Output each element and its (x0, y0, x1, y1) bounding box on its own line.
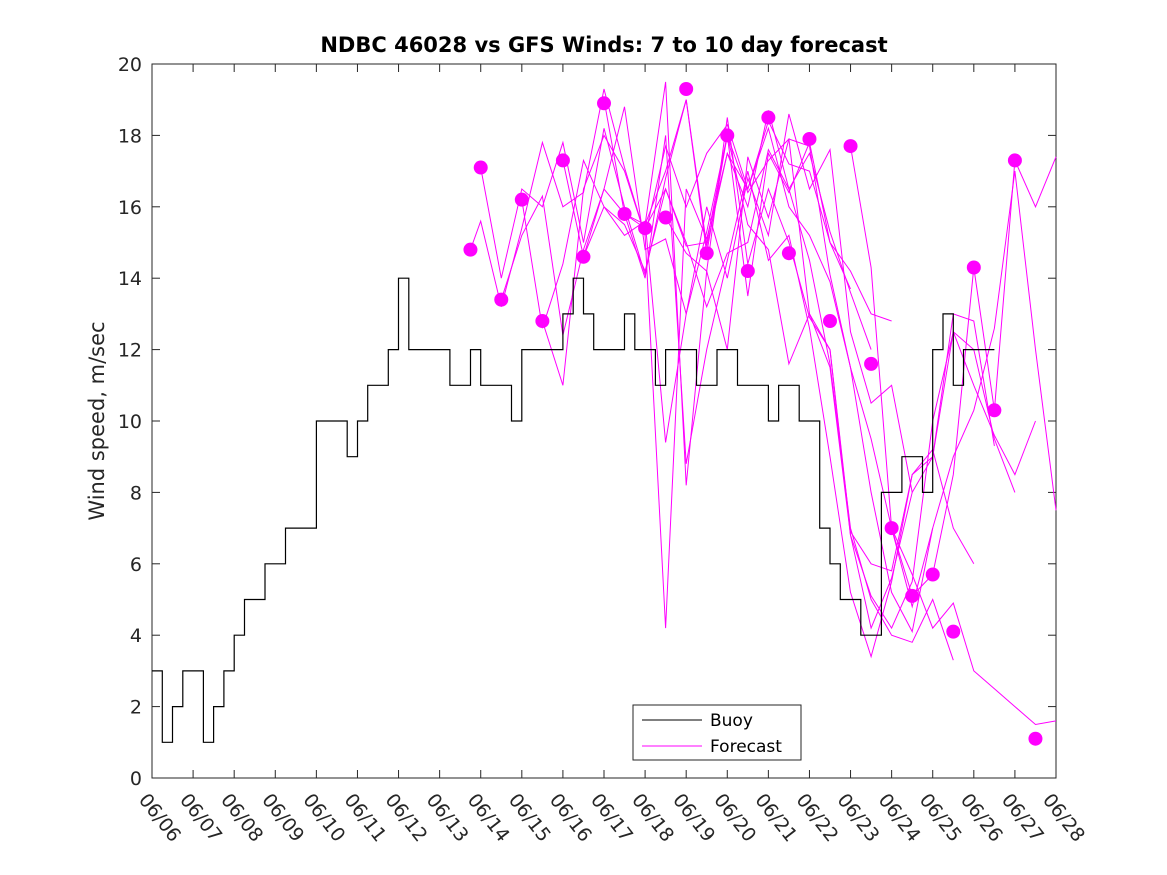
forecast-run-0 (470, 88, 851, 307)
forecast-run-3 (521, 113, 913, 493)
forecast-point-15 (761, 110, 776, 125)
forecast-run-7 (603, 81, 995, 630)
y-tick-label-10: 20 (118, 54, 142, 76)
forecast-point-13 (720, 128, 735, 143)
forecast-run-9 (644, 99, 1036, 572)
forecast-point-14 (740, 264, 755, 279)
legend-box (632, 704, 802, 761)
forecast-run-4 (541, 126, 934, 629)
forecast-point-26 (987, 403, 1002, 418)
forecast-point-1 (473, 160, 488, 175)
forecast-point-11 (679, 81, 694, 96)
forecast-run-8 (624, 135, 1016, 630)
forecast-point-2 (494, 292, 509, 307)
y-tick-label-1: 2 (130, 697, 142, 719)
forecast-point-20 (864, 356, 879, 371)
legend-label-buoy: Buoy (710, 711, 753, 731)
forecast-point-10 (658, 210, 673, 225)
y-tick-label-6: 12 (118, 340, 142, 362)
y-tick-label-7: 14 (118, 268, 142, 290)
legend-label-forecast: Forecast (710, 737, 782, 757)
forecast-point-17 (802, 131, 817, 146)
forecast-point-25 (966, 260, 981, 275)
forecast-point-19 (843, 139, 858, 154)
forecast-run-2 (500, 106, 892, 336)
forecast-point-22 (905, 588, 920, 603)
buoy-line (152, 277, 995, 743)
chart-title: NDBC 46028 vs GFS Winds: 7 to 10 day for… (320, 33, 887, 57)
y-axis-label: Wind speed, m/sec (85, 321, 109, 520)
forecast-run-11 (850, 146, 1057, 726)
forecast-point-21 (884, 521, 899, 536)
forecast-point-27 (1007, 153, 1022, 168)
forecast-run-10 (665, 138, 1057, 634)
forecast-point-12 (699, 246, 714, 261)
forecast-point-3 (514, 192, 529, 207)
forecast-run-1 (480, 99, 872, 350)
y-tick-label-9: 18 (118, 125, 142, 147)
forecast-point-8 (617, 206, 632, 221)
legend: Buoy Forecast (632, 704, 802, 761)
forecast-point-7 (597, 96, 611, 111)
forecast-point-18 (823, 314, 837, 329)
y-tick-label-5: 10 (118, 411, 142, 433)
forecast-point-9 (638, 221, 653, 236)
forecast-point-28 (1028, 731, 1043, 746)
forecast-point-16 (781, 246, 796, 261)
forecast-point-5 (555, 153, 570, 168)
y-tick-label-3: 6 (130, 554, 142, 576)
y-tick-label-8: 16 (118, 197, 142, 219)
y-tick-label-4: 8 (130, 482, 142, 504)
forecast-point-24 (946, 624, 961, 639)
forecast-run-5 (562, 148, 954, 661)
forecast-point-4 (535, 314, 550, 329)
y-tick-label-2: 4 (130, 625, 142, 647)
y-tick-label-0: 0 (130, 768, 142, 790)
forecast-point-6 (576, 249, 591, 264)
forecast-point-0 (463, 242, 478, 257)
forecast-point-23 (925, 567, 940, 582)
